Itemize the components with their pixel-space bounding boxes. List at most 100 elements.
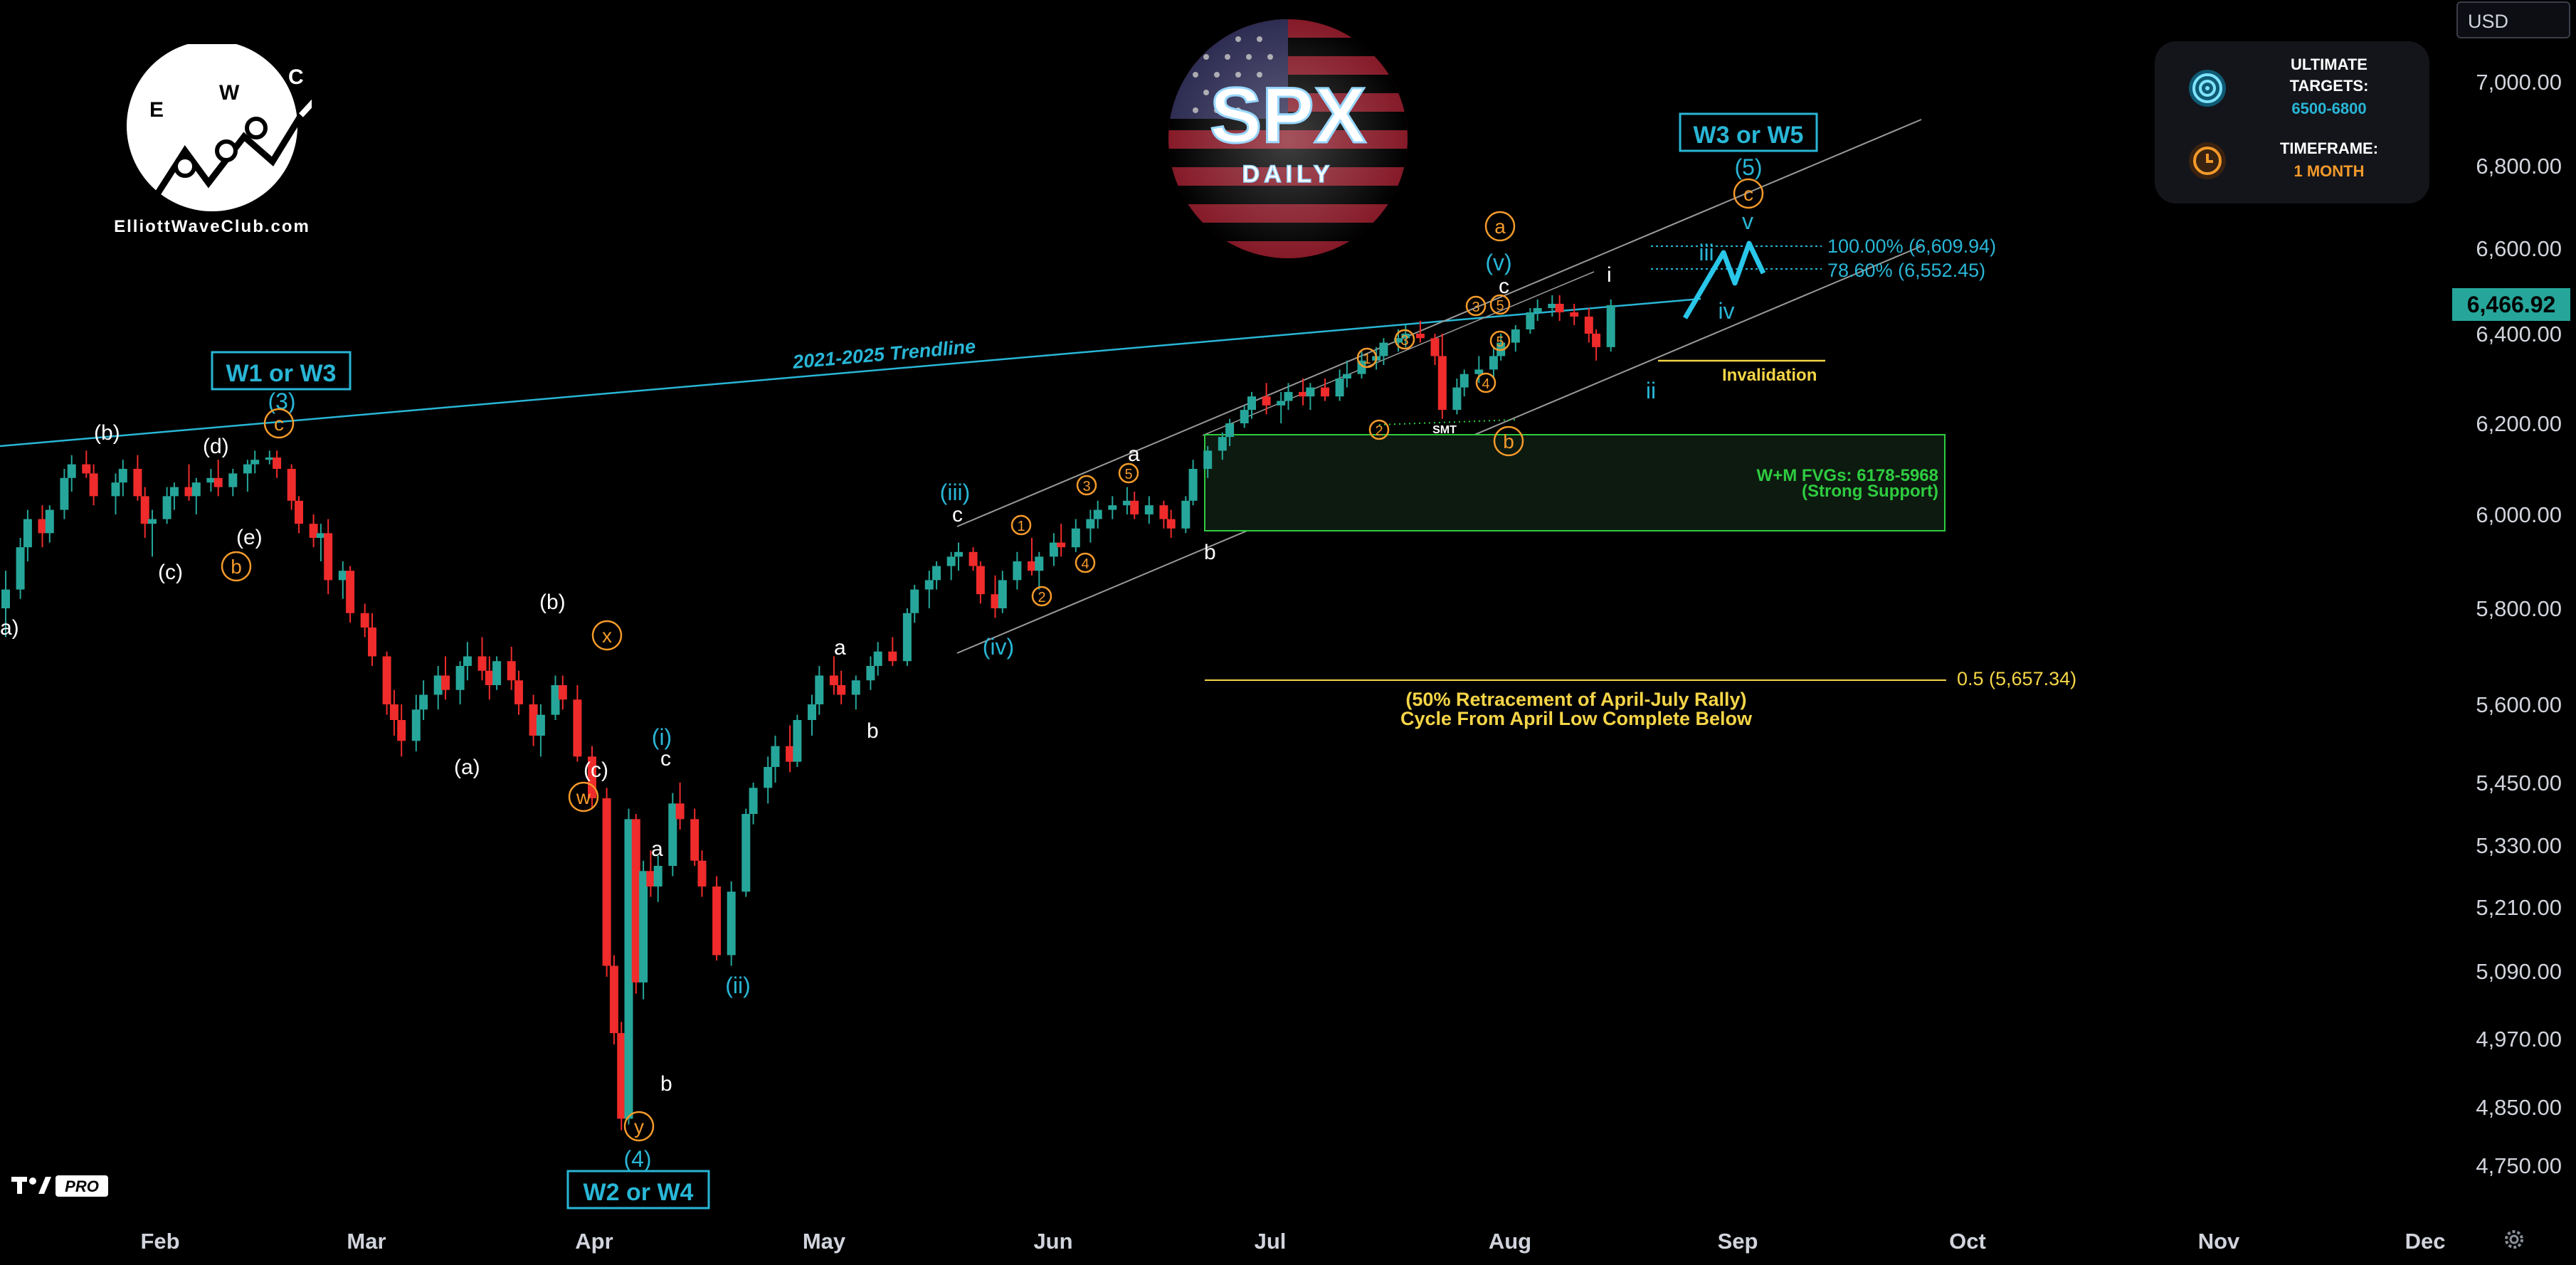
candle-body [771, 746, 780, 767]
candle-body [45, 509, 54, 534]
wave-label-white: i [1607, 263, 1612, 287]
logo-letter-c: C [288, 65, 304, 89]
price-tick-label: 4,750.00 [2476, 1153, 2562, 1178]
candle-body [712, 886, 722, 956]
candle-body [441, 675, 450, 690]
wave-label-white: b [660, 1072, 672, 1096]
wave-label-orange: c [1743, 183, 1753, 205]
svg-text:PRO: PRO [65, 1177, 99, 1195]
candle-body [1049, 542, 1058, 557]
candle-body [1225, 423, 1235, 438]
time-tick-label: Aug [1489, 1229, 1531, 1254]
price-tick-label: 6,000.00 [2476, 502, 2562, 527]
candle-body [433, 675, 443, 695]
spx-badge: SPX DAILY [1167, 18, 1409, 260]
targets-value: 6500-6800 [2291, 100, 2367, 117]
wave-label-orange: 4 [1482, 376, 1489, 392]
candle-body [419, 694, 428, 710]
wave-w2-or-w4-label: W2 or W4 [584, 1179, 694, 1206]
candle-body [888, 651, 897, 662]
wave-label-white: b [1204, 541, 1216, 564]
candle-body [1526, 312, 1535, 329]
candle-body [653, 866, 663, 886]
candle-body [976, 566, 985, 595]
wave-label-blue: v [1742, 208, 1753, 234]
candle-body [851, 680, 860, 695]
wave-label-circle [1075, 552, 1096, 573]
time-tick-label: Nov [2198, 1229, 2240, 1254]
candle-body [1028, 561, 1036, 571]
candle-body [1071, 528, 1080, 548]
currency-select[interactable]: USD [2456, 1, 2570, 38]
candle-body [455, 666, 465, 690]
wave-w3-or-w5-label: W3 or W5 [1694, 122, 1804, 149]
wave-label-orange: 2 [1375, 423, 1383, 439]
invalidation-label: Invalidation [1722, 366, 1817, 385]
candle-body [67, 464, 76, 478]
wave-label-circle [1076, 475, 1097, 496]
candle-body [389, 704, 398, 720]
candle-body [551, 685, 560, 715]
wave-label-white: (d) [203, 435, 229, 458]
candle-body [1284, 391, 1293, 401]
time-tick-label: Apr [575, 1229, 613, 1254]
candle-body [866, 666, 875, 681]
candle-body [1555, 304, 1564, 312]
fib-786-label: 78.60% (6,552.45) [1827, 260, 1985, 281]
wave-label-circle [1368, 419, 1390, 440]
wave-label-blue: (4) [623, 1146, 651, 1172]
candle-body [1130, 500, 1139, 514]
candle-body [368, 628, 376, 657]
wave-label-orange: 1 [1017, 519, 1025, 534]
current-price-tag: 6,466.92 [2452, 288, 2570, 321]
candle-body [609, 965, 618, 1034]
wave-label-circle [623, 1111, 655, 1142]
candle-body [169, 487, 179, 497]
retracement-note-1: (50% Retracement of April-July Rally) [1405, 689, 1746, 710]
candle-body [991, 594, 1000, 608]
candle-body [1430, 338, 1440, 356]
candle-body [485, 670, 494, 685]
wave-label-orange: 5 [1124, 467, 1132, 482]
wave-label-circle [1465, 295, 1487, 317]
channel-mid-line [1202, 271, 1595, 436]
retracement-50-label: 0.5 (5,657.34) [1957, 668, 2076, 689]
wave-label-white: b [867, 719, 879, 743]
wave-w3-or-w5-box [1679, 112, 1818, 152]
candle-body [338, 571, 347, 581]
smt-label: SMT [1432, 424, 1457, 436]
candle-body [968, 551, 978, 566]
time-tick-label: Jul [1255, 1229, 1287, 1254]
wave-label-orange: 3 [1400, 333, 1408, 349]
candle-body [631, 819, 640, 983]
wave-label-white: (a) [454, 756, 480, 779]
wave-label-circle [1489, 294, 1511, 315]
candle-body [675, 803, 685, 820]
candles [1, 295, 1615, 1131]
candle-body [1093, 509, 1102, 519]
wave-label-blue: (ii) [725, 973, 751, 998]
trendline-label: 2021-2025 Trendline [791, 336, 976, 373]
wave-label-circle [591, 620, 623, 651]
candle-body [558, 685, 567, 700]
wave-label-white: (c) [584, 758, 608, 782]
candle-body [191, 482, 201, 497]
candle-body [617, 1033, 626, 1119]
candle-body [946, 556, 956, 566]
settings-gear-icon[interactable] [2501, 1227, 2527, 1252]
candle-body [1533, 308, 1542, 312]
wave-label-orange: c [274, 413, 284, 435]
candle-body [514, 680, 523, 704]
candle-body [309, 524, 318, 538]
candle-body [910, 589, 919, 613]
candle-body [1306, 387, 1315, 397]
candle-body [382, 656, 391, 704]
candle-body [1592, 334, 1601, 347]
fvg-sublabel: (Strong Support) [1802, 482, 1938, 501]
candle-body [492, 661, 502, 685]
price-tick-label: 5,800.00 [2476, 596, 2562, 621]
wave-label-circle [1031, 586, 1052, 607]
wave-w1-or-w3-box [211, 351, 352, 391]
